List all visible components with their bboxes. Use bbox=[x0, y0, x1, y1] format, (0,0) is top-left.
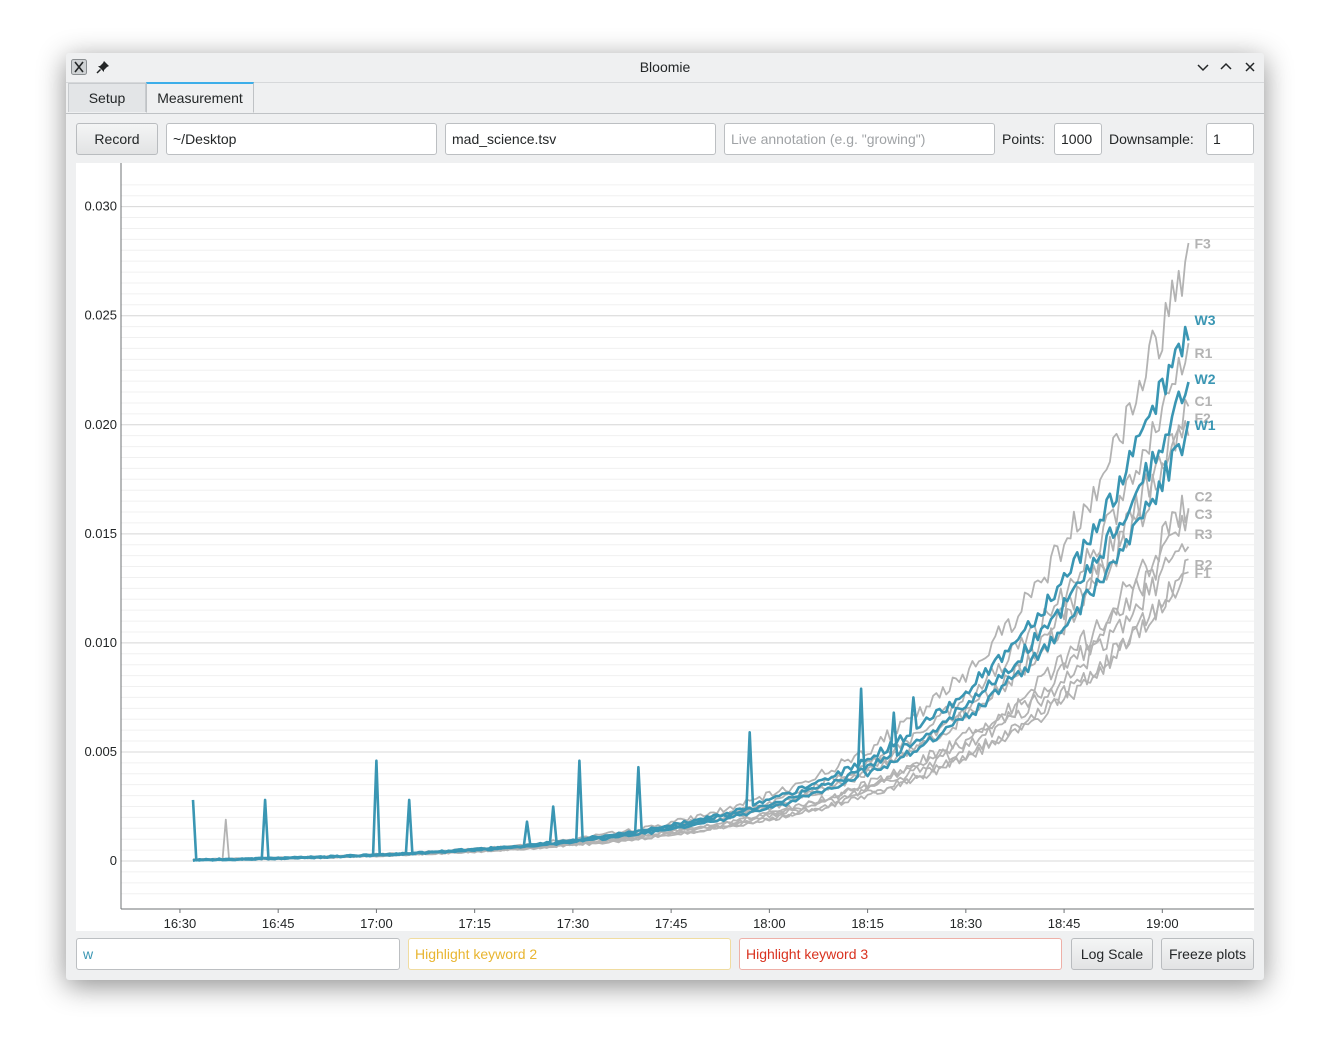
close-button[interactable] bbox=[1241, 58, 1259, 76]
series-line-w1 bbox=[191, 420, 1190, 862]
tab-measurement[interactable]: Measurement bbox=[146, 82, 254, 113]
title-bar: Bloomie bbox=[66, 53, 1264, 83]
series-label-r2: R2 bbox=[1195, 556, 1213, 572]
freeze-plots-button[interactable]: Freeze plots bbox=[1161, 938, 1254, 970]
series-label-r1: R1 bbox=[1195, 345, 1213, 361]
series-label-f3: F3 bbox=[1195, 236, 1212, 252]
series-label-c1: C1 bbox=[1195, 393, 1213, 409]
growth-chart[interactable]: 0 0.005 0.010 0.015 0.020 0.025 0.030 16:30 16:4… bbox=[76, 163, 1254, 931]
x-tick-label: 17:45 bbox=[655, 916, 688, 931]
y-tick-label: 0.025 bbox=[84, 308, 117, 323]
series-label-w1: W1 bbox=[1195, 417, 1216, 433]
highlight-keyword-2-input[interactable] bbox=[408, 938, 731, 970]
series-line-r3 bbox=[193, 543, 1190, 862]
bottom-bar: Log Scale Freeze plots bbox=[66, 933, 1264, 980]
series-label-w2: W2 bbox=[1195, 371, 1216, 387]
series-label-r3: R3 bbox=[1195, 526, 1213, 542]
y-tick-label: 0.015 bbox=[84, 526, 117, 541]
series-label-c2: C2 bbox=[1195, 489, 1213, 505]
tab-bar: Setup Measurement bbox=[66, 82, 1264, 114]
series-line-f3 bbox=[192, 242, 1190, 862]
log-scale-button[interactable]: Log Scale bbox=[1071, 938, 1153, 970]
series-label-w3: W3 bbox=[1195, 312, 1216, 328]
points-label: Points: bbox=[1002, 131, 1045, 147]
x-tick-label: 17:00 bbox=[360, 916, 393, 931]
main-window: Bloomie Setup Measurement Record Points:… bbox=[66, 53, 1264, 980]
series-line-r1 bbox=[192, 343, 1190, 862]
x-tick-label: 18:00 bbox=[753, 916, 786, 931]
highlight-keyword-3-input[interactable] bbox=[739, 938, 1062, 970]
series-line-w3 bbox=[192, 325, 1190, 862]
y-tick-label: 0.020 bbox=[84, 417, 117, 432]
series-line-f2 bbox=[192, 420, 1190, 862]
series-line-c2 bbox=[192, 494, 1190, 862]
x-tick-label: 17:15 bbox=[458, 916, 491, 931]
x-tick-label: 16:30 bbox=[164, 916, 197, 931]
window-title: Bloomie bbox=[639, 59, 691, 75]
x-tick-label: 17:30 bbox=[557, 916, 590, 931]
x-tick-label: 16:45 bbox=[262, 916, 295, 931]
pin-icon[interactable] bbox=[94, 58, 112, 76]
series-label-c3: C3 bbox=[1195, 506, 1213, 522]
tab-setup[interactable]: Setup bbox=[68, 83, 146, 112]
plot-area[interactable]: 0 0.005 0.010 0.015 0.020 0.025 0.030 16:30 16:4… bbox=[76, 163, 1254, 931]
y-tick-label: 0.010 bbox=[84, 635, 117, 650]
series-line-c3 bbox=[192, 508, 1190, 862]
points-input[interactable] bbox=[1054, 123, 1102, 155]
series-label-f1: F1 bbox=[1195, 565, 1212, 581]
directory-input[interactable] bbox=[166, 123, 437, 155]
x-tick-label: 18:45 bbox=[1048, 916, 1081, 931]
x-tick-label: 18:30 bbox=[950, 916, 983, 931]
x-tick-label: 18:15 bbox=[851, 916, 884, 931]
x-tick-label: 19:00 bbox=[1146, 916, 1179, 931]
minimize-button[interactable] bbox=[1194, 58, 1212, 76]
series-line-r2 bbox=[192, 558, 1189, 862]
app-icon bbox=[70, 58, 88, 76]
maximize-button[interactable] bbox=[1217, 58, 1235, 76]
downsample-label: Downsample: bbox=[1109, 131, 1194, 147]
series-label-f2: F2 bbox=[1195, 410, 1212, 426]
toolbar: Record Points: Downsample: bbox=[66, 115, 1264, 163]
filename-input[interactable] bbox=[445, 123, 716, 155]
record-button[interactable]: Record bbox=[76, 123, 158, 155]
y-tick-label: 0 bbox=[110, 853, 117, 868]
annotation-input[interactable] bbox=[724, 123, 995, 155]
downsample-input[interactable] bbox=[1206, 123, 1254, 155]
highlight-keyword-1-input[interactable] bbox=[76, 938, 400, 970]
y-tick-label: 0.030 bbox=[84, 199, 117, 214]
y-tick-label: 0.005 bbox=[84, 744, 117, 759]
